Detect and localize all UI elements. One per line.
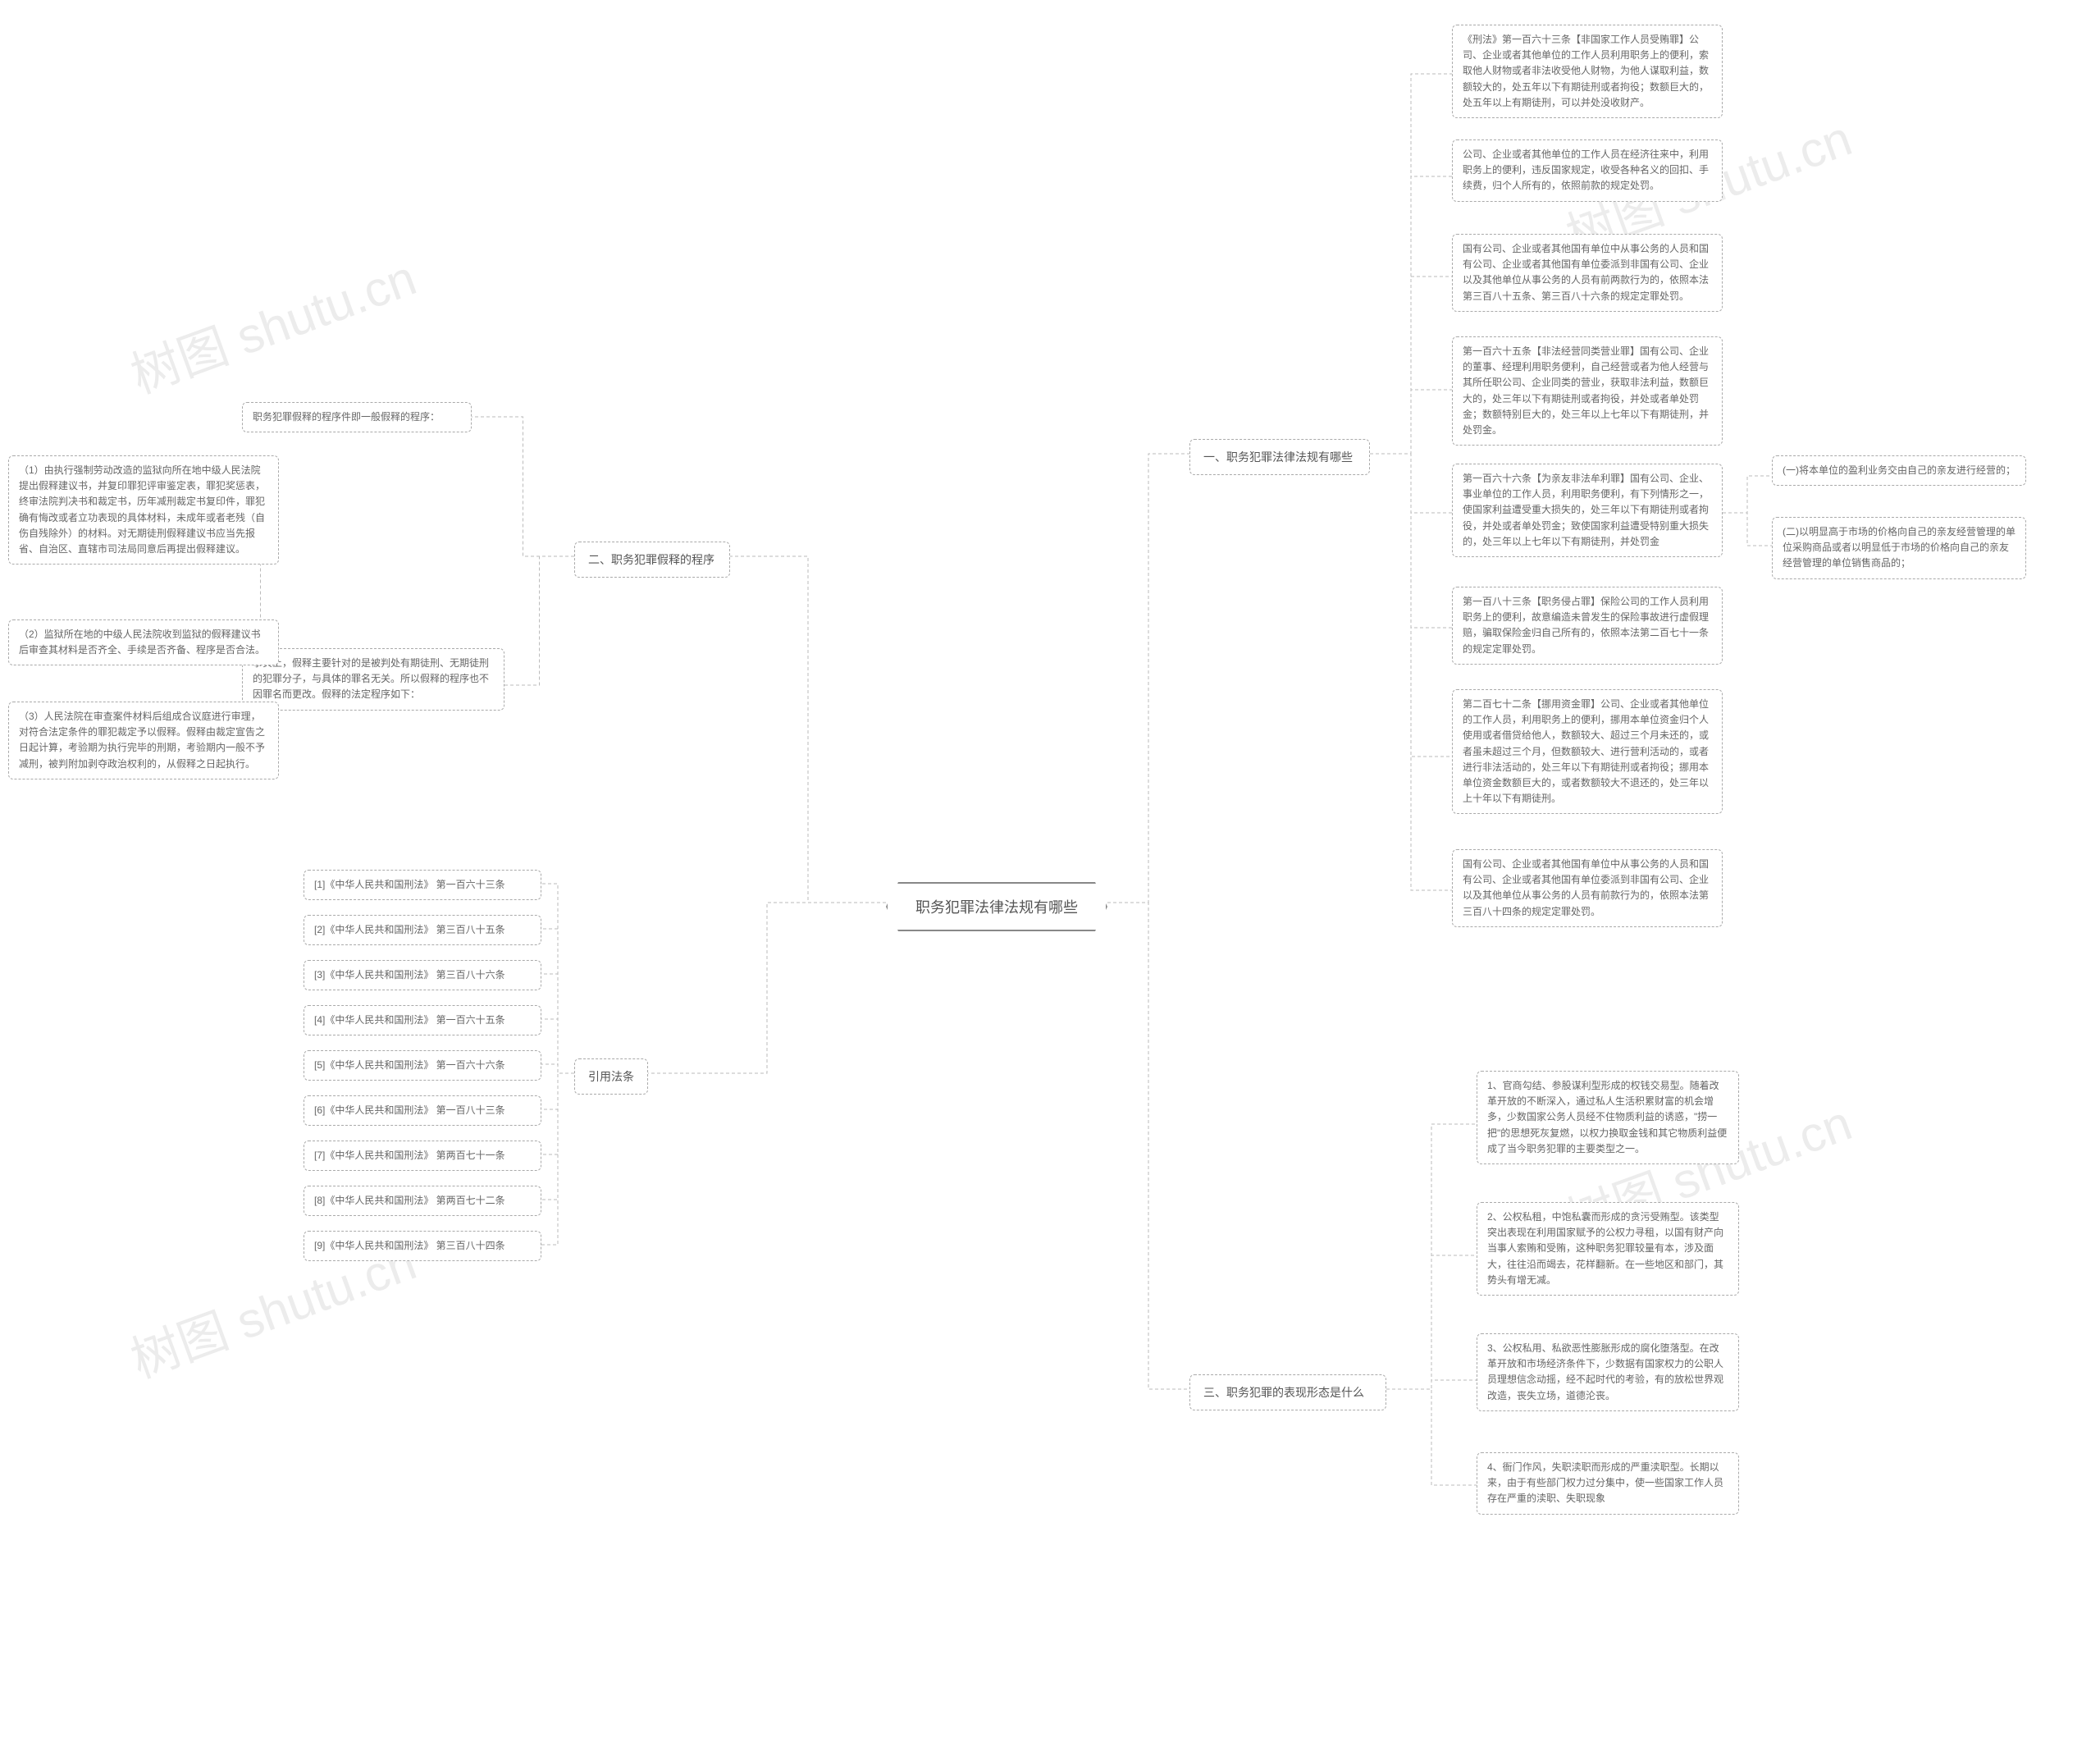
branch-2: 二、职务犯罪假释的程序 bbox=[574, 542, 730, 578]
leaf-node: 公司、企业或者其他单位的工作人员在经济往来中，利用职务上的便利，违反国家规定，收… bbox=[1452, 139, 1723, 202]
leaf-node: 2、公权私租，中饱私囊而形成的贪污受贿型。该类型突出表现在利用国家赋予的公权力寻… bbox=[1477, 1202, 1739, 1296]
leaf-node: [8]《中华人民共和国刑法》 第两百七十二条 bbox=[304, 1186, 541, 1216]
leaf-node: [7]《中华人民共和国刑法》 第两百七十一条 bbox=[304, 1141, 541, 1171]
leaf-node: 《刑法》第一百六十三条【非国家工作人员受贿罪】公司、企业或者其他单位的工作人员利… bbox=[1452, 25, 1723, 118]
leaf-node: 第二百七十二条【挪用资金罪】公司、企业或者其他单位的工作人员，利用职务上的便利，… bbox=[1452, 689, 1723, 814]
leaf-node: （1）由执行强制劳动改造的监狱向所在地中级人民法院提出假释建议书，并复印罪犯评审… bbox=[8, 455, 279, 565]
leaf-node: （2）监狱所在地的中级人民法院收到监狱的假释建议书后审查其材料是否齐全、手续是否… bbox=[8, 619, 279, 665]
leaf-node: 国有公司、企业或者其他国有单位中从事公务的人员和国有公司、企业或者其他国有单位委… bbox=[1452, 849, 1723, 927]
leaf-node: 1、官商勾结、参股谋利型形成的权钱交易型。随着改革开放的不断深入，通过私人生活积… bbox=[1477, 1071, 1739, 1164]
leaf-node: 职务犯罪假释的程序件即一般假释的程序： bbox=[242, 402, 472, 432]
branch-1: 一、职务犯罪法律法规有哪些 bbox=[1189, 439, 1370, 475]
leaf-node: [4]《中华人民共和国刑法》 第一百六十五条 bbox=[304, 1005, 541, 1035]
leaf-node: 事实上，假释主要针对的是被判处有期徒刑、无期徒刑的犯罪分子，与具体的罪名无关。所… bbox=[242, 648, 504, 711]
leaf-node: [5]《中华人民共和国刑法》 第一百六十六条 bbox=[304, 1050, 541, 1081]
branch-4: 引用法条 bbox=[574, 1058, 648, 1095]
leaf-node: [3]《中华人民共和国刑法》 第三百八十六条 bbox=[304, 960, 541, 990]
leaf-node: 第一百八十三条【职务侵占罪】保险公司的工作人员利用职务上的便利，故意编造未曾发生… bbox=[1452, 587, 1723, 665]
leaf-node: (二)以明显高于市场的价格向自己的亲友经营管理的单位采购商品或者以明显低于市场的… bbox=[1772, 517, 2026, 579]
leaf-node: 4、衙门作风，失职渎职而形成的严重渎职型。长期以来，由于有些部门权力过分集中，使… bbox=[1477, 1452, 1739, 1515]
root-node: 职务犯罪法律法规有哪些 bbox=[886, 882, 1107, 931]
leaf-node: 3、公权私用、私欲恶性膨胀形成的腐化堕落型。在改革开放和市场经济条件下，少数据有… bbox=[1477, 1333, 1739, 1411]
leaf-node: 国有公司、企业或者其他国有单位中从事公务的人员和国有公司、企业或者其他国有单位委… bbox=[1452, 234, 1723, 312]
leaf-node: （3）人民法院在审查案件材料后组成合议庭进行审理，对符合法定条件的罪犯裁定予以假… bbox=[8, 702, 279, 779]
leaf-node: [2]《中华人民共和国刑法》 第三百八十五条 bbox=[304, 915, 541, 945]
leaf-node: [9]《中华人民共和国刑法》 第三百八十四条 bbox=[304, 1231, 541, 1261]
watermark: 树图 shutu.cn bbox=[120, 238, 424, 407]
leaf-node: 第一百六十六条【为亲友非法牟利罪】国有公司、企业、事业单位的工作人员，利用职务便… bbox=[1452, 464, 1723, 557]
leaf-node: 第一百六十五条【非法经营同类营业罪】国有公司、企业的董事、经理利用职务便利，自己… bbox=[1452, 336, 1723, 446]
leaf-node: (一)将本单位的盈利业务交由自己的亲友进行经营的； bbox=[1772, 455, 2026, 486]
branch-3: 三、职务犯罪的表现形态是什么 bbox=[1189, 1374, 1386, 1410]
leaf-node: [1]《中华人民共和国刑法》 第一百六十三条 bbox=[304, 870, 541, 900]
leaf-node: [6]《中华人民共和国刑法》 第一百八十三条 bbox=[304, 1095, 541, 1126]
